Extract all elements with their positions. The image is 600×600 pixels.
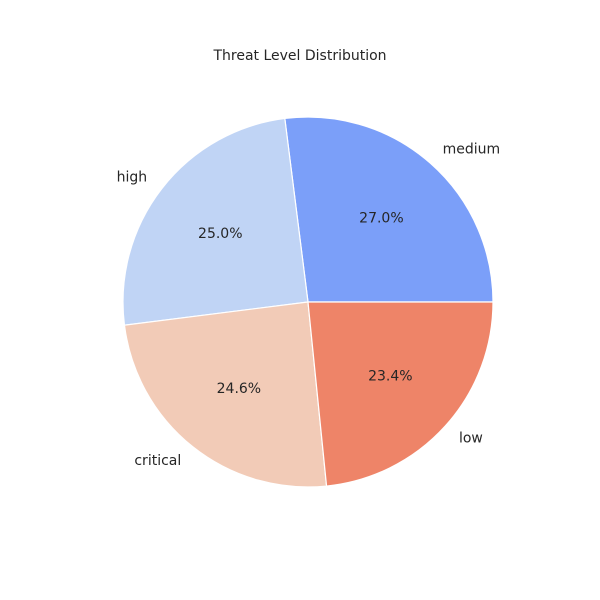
pie-category-label-medium: medium	[443, 141, 501, 157]
pie-slice-critical	[123, 301, 328, 488]
pie-pct-label-critical: 24.6%	[217, 381, 261, 397]
pie-pct-label-high: 25.0%	[198, 226, 242, 242]
pie-labels: 27.0% medium 25.0% high 24.6% critical 23.4% lo…	[117, 141, 500, 469]
pie-pct-label-medium: 27.0%	[359, 211, 403, 227]
pie-category-label-high: high	[117, 169, 148, 185]
chart-title: Threat Level Distribution	[213, 48, 387, 64]
pie-pct-label-low: 23.4%	[368, 368, 412, 384]
pie-slice-high	[122, 117, 309, 326]
pie-slice-low	[307, 301, 494, 487]
pie-category-label-low: low	[459, 430, 483, 446]
pie-slices	[122, 116, 494, 488]
pie-slice-medium	[284, 116, 494, 303]
pie-category-label-critical: critical	[134, 453, 181, 469]
